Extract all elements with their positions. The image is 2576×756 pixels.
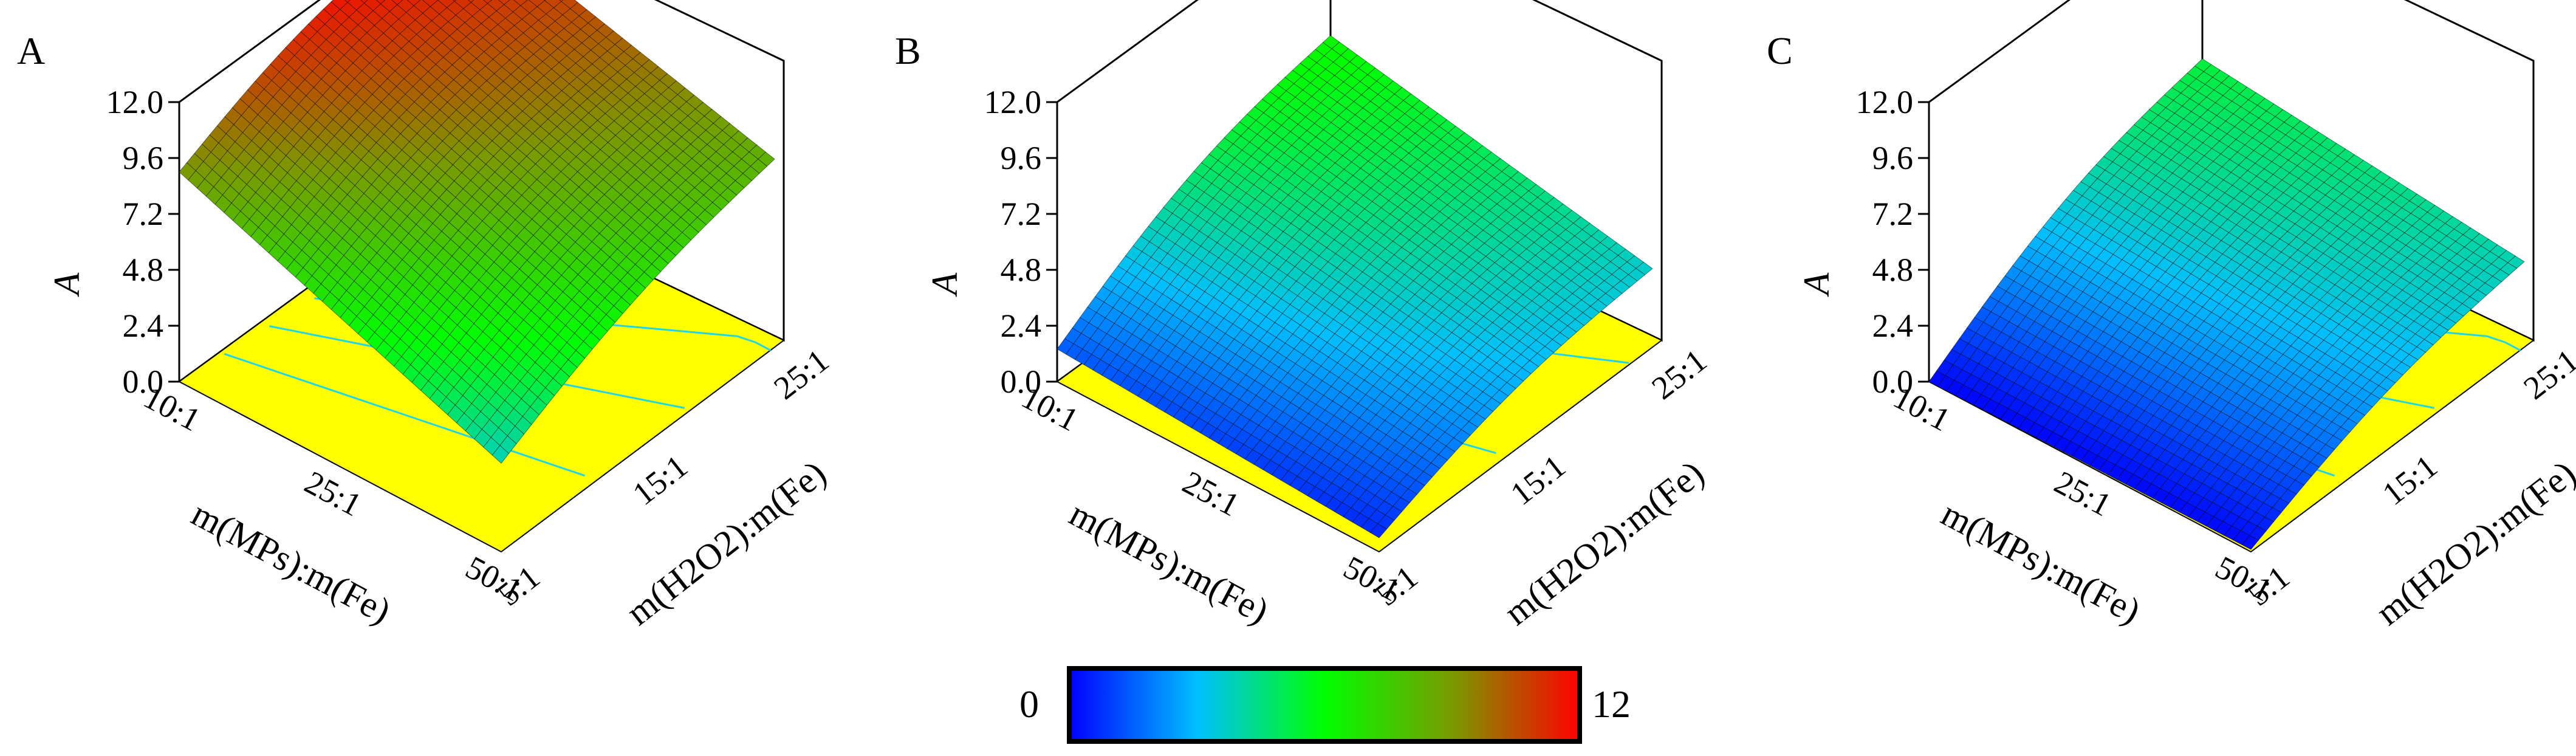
- z-axis-title: A: [1797, 272, 1837, 297]
- z-tick-label: 7.2: [1001, 196, 1042, 232]
- z-axis: 0.0 2.4 4.8 7.2 9.6 12.0 A: [47, 84, 179, 400]
- z-tick-label: 4.8: [123, 252, 164, 288]
- z-tick-label: 4.8: [1001, 252, 1042, 288]
- z-tick-label: 2.4: [1001, 308, 1042, 344]
- y-tick-label: 15:1: [1504, 448, 1572, 512]
- z-tick-label: 12.0: [984, 84, 1042, 120]
- x-axis-title: m(MPs):m(Fe): [1935, 493, 2147, 631]
- y-tick-label: 15:1: [626, 448, 694, 512]
- z-tick-label: 9.6: [123, 140, 164, 176]
- z-axis: 0.0 2.4 4.8 7.2 9.6 12.0 A: [1797, 84, 1929, 400]
- z-tick-label: 9.6: [1872, 140, 1914, 176]
- z-tick-label: 2.4: [123, 308, 164, 344]
- y-tick-label: 15:1: [2376, 448, 2444, 512]
- colorbar: 0 12: [1019, 666, 1631, 744]
- z-axis: 0.0 2.4 4.8 7.2 9.6 12.0 A: [925, 84, 1057, 400]
- surface-panel-C: C0.02.44.87.29.612.0A10:125:150:1m(MPs):…: [1767, 0, 2576, 633]
- colorbar-min-label: 0: [1019, 682, 1039, 726]
- z-tick-label: 2.4: [1872, 308, 1914, 344]
- z-tick-label: 4.8: [1872, 252, 1914, 288]
- z-tick-label: 12.0: [106, 84, 164, 120]
- x-axis-title: m(MPs):m(Fe): [185, 493, 397, 631]
- panel-letter: A: [17, 29, 45, 72]
- surface-panel-A: A0.02.44.87.29.612.0A10:125:150:1m(MPs):…: [17, 0, 835, 633]
- z-tick-label: 0.0: [123, 363, 164, 400]
- z-tick-label: 7.2: [123, 196, 164, 232]
- colorbar-gradient: [1067, 666, 1582, 744]
- z-axis-title: A: [47, 272, 87, 297]
- panel-letter: B: [895, 29, 921, 72]
- panel-letter: C: [1767, 29, 1793, 72]
- z-tick-label: 0.0: [1001, 363, 1042, 400]
- colorbar-max-label: 12: [1592, 682, 1631, 726]
- y-tick-label: 25:1: [2517, 342, 2576, 407]
- surface-mesh: [1928, 58, 2525, 550]
- z-tick-label: 12.0: [1856, 84, 1914, 120]
- z-tick-label: 0.0: [1872, 363, 1914, 400]
- surface-mesh: [179, 0, 775, 464]
- z-tick-label: 9.6: [1001, 140, 1042, 176]
- z-axis-title: A: [925, 272, 965, 297]
- y-tick-label: 25:1: [1645, 342, 1714, 407]
- surface-panel-B: B0.02.44.87.29.612.0A10:125:150:1m(MPs):…: [895, 0, 1713, 633]
- z-tick-label: 7.2: [1872, 196, 1914, 232]
- surface-mesh: [1057, 35, 1653, 538]
- y-tick-label: 25:1: [767, 342, 836, 407]
- x-axis-title: m(MPs):m(Fe): [1063, 493, 1275, 631]
